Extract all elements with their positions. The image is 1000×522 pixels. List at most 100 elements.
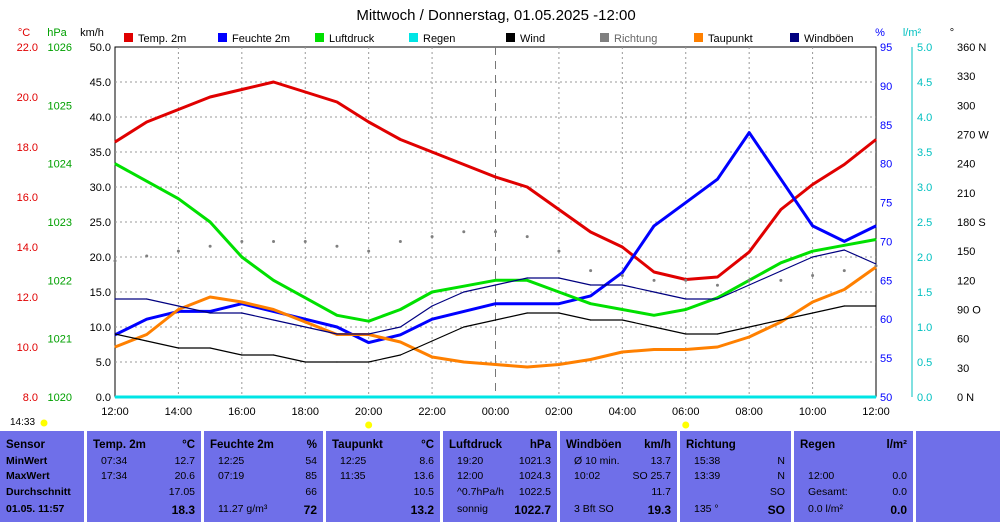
series-point (304, 318, 306, 320)
temp-ticks-label: 16.0 (17, 192, 38, 204)
x-tick-label: 04:00 (609, 406, 637, 418)
series-point (209, 312, 211, 314)
sensor-row-avg: Durchschnitt (6, 486, 71, 498)
series-point (748, 131, 750, 134)
series-point (494, 363, 497, 366)
stat-column-5: Richtung 15:38 N 13:39 N SO 135 ° SO (680, 431, 791, 522)
series-point (209, 221, 211, 223)
stat-cell-label: 07:34 (101, 455, 128, 467)
legend-swatch (694, 33, 703, 42)
series-point (653, 348, 655, 351)
stat-cell-label: 13:39 (694, 470, 721, 482)
stat-column-title: Feuchte 2m (210, 439, 274, 451)
series-point (716, 298, 719, 300)
stat-cell-value: 54 (305, 455, 317, 467)
axis-unit-label: km/h (80, 27, 104, 39)
x-tick-label: 20:00 (355, 406, 383, 418)
series-point (399, 138, 401, 141)
series-point (811, 250, 814, 252)
direction-point (874, 264, 878, 268)
stat-cell-value: 1021.3 (518, 455, 551, 467)
series-point (558, 303, 560, 305)
series-point (431, 340, 433, 342)
series-point (716, 333, 719, 335)
series-point (304, 326, 306, 328)
x-tick-label: 16:00 (228, 406, 256, 418)
x-tick-label: 12:00 (862, 406, 890, 418)
dir-ticks-label: 60 (957, 334, 969, 346)
stat-column-header: Temp. 2m °C (93, 439, 195, 451)
series-point (304, 297, 306, 299)
dir-ticks-label: 360 N (957, 42, 986, 54)
dir-ticks-label: 120 (957, 275, 975, 287)
direction-point (557, 249, 561, 253)
series-point (875, 396, 877, 398)
series-point (748, 336, 750, 338)
stat-cell-value: 1022.5 (518, 486, 551, 498)
series-point (748, 251, 750, 253)
stat-column-unit: % (306, 439, 317, 451)
series-point (780, 270, 782, 272)
axis-unit-label: °C (18, 27, 30, 39)
stat-cell-value: 13.6 (413, 470, 434, 482)
series-point (685, 396, 687, 398)
series-point (241, 88, 243, 91)
stat-cell-label: 17:34 (101, 470, 128, 482)
series-point (685, 201, 687, 204)
stat-column-unit: km/h (644, 439, 671, 451)
sensor-row-min: MinWert (6, 455, 48, 467)
stat-cell-value: 1022.7 (514, 503, 551, 517)
series-point (146, 340, 148, 342)
series-point (748, 284, 750, 286)
series-point (843, 240, 845, 243)
series-point (653, 225, 655, 227)
stat-cell-value: N (777, 470, 785, 482)
series-point (590, 396, 592, 398)
rain-ticks-label: 4.5 (917, 77, 932, 89)
direction-point (589, 269, 593, 273)
rain-ticks-label: 2.5 (917, 217, 932, 229)
direction-point (462, 230, 466, 234)
sun-rise-marker (682, 421, 690, 429)
legend-label: Taupunkt (708, 33, 753, 45)
hpa-ticks-label: 1023 (48, 217, 72, 229)
legend-label: Luftdruck (329, 33, 375, 45)
direction-point (842, 269, 846, 273)
stat-cell-value: 13.7 (650, 455, 671, 467)
series-point (780, 321, 782, 323)
temp-ticks-label: 22.0 (17, 42, 38, 54)
series-point (336, 333, 338, 335)
direction-point (494, 230, 497, 234)
series-point (494, 279, 497, 281)
stat-column-0: Temp. 2m °C 07:34 12.7 17:34 20.6 17.05 18.3 (87, 431, 201, 522)
series-point (558, 277, 560, 279)
stat-cell-value: 0.0 (892, 486, 907, 498)
stat-cell-label: 135 ° (694, 503, 719, 515)
rain-ticks-label: 4.0 (917, 112, 932, 124)
stat-column-header: Feuchte 2m% (210, 439, 317, 451)
series-point (590, 231, 592, 233)
series-point (558, 291, 560, 293)
series-point (368, 320, 370, 322)
stats-panel: Sensor MinWert MaxWert Durchschnitt 01.0… (0, 431, 1000, 522)
series-point (399, 341, 401, 343)
direction-point (145, 254, 149, 258)
series-point (685, 348, 687, 351)
weather-chart: 12:00 14:00 16:00 18:00 20:00 22:00 00:00 02:00… (17, 7, 989, 429)
direction-point (208, 244, 212, 248)
hpa-ticks-label: 1026 (48, 42, 72, 54)
kmh-ticks-label: 50.0 (90, 42, 111, 54)
series-point (621, 396, 623, 398)
series-point (716, 396, 719, 398)
legend-label: Regen (423, 33, 455, 45)
series-point (526, 303, 528, 305)
stat-cell-label: 11:35 (340, 470, 366, 482)
series-point (811, 256, 814, 258)
sensor-column: Sensor MinWert MaxWert Durchschnitt 01.0… (0, 431, 84, 522)
series-point (685, 333, 687, 335)
legend-swatch (409, 33, 418, 42)
legend-swatch (124, 33, 133, 42)
direction-point (272, 239, 276, 243)
stat-cell-label: 12:25 (218, 455, 245, 467)
legend-swatch (790, 33, 799, 42)
